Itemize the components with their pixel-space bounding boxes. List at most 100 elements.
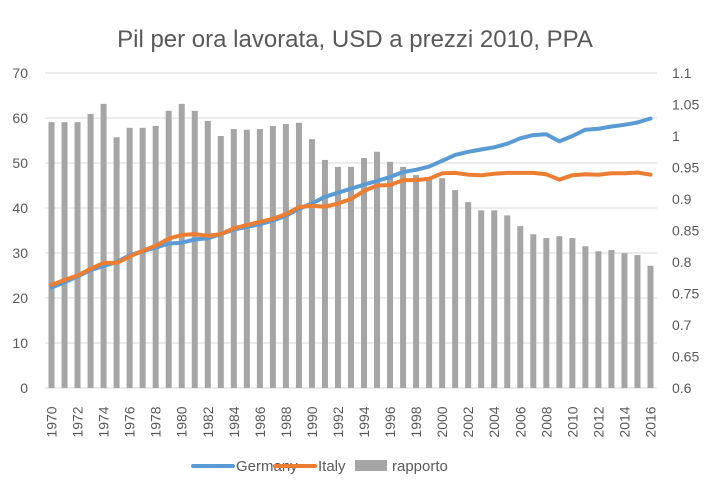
y-axis-right: 0.6 0.65 0.7 0.75 0.8 0.85 0.9 0.95 1 1.05 1.1 [672,65,699,396]
y-tick-label: 40 [12,200,28,216]
x-axis: 1970 1972 1974 1976 1978 1980 1982 1984 1986 1988… [44,406,659,437]
bar-rapporto-2000 [439,178,446,388]
y2-tick-label: 0.6 [672,380,692,396]
x-tick-label: 1992 [330,406,346,437]
x-tick-label: 1972 [70,406,86,437]
bar-rapporto-2002 [465,202,472,388]
bar-rapporto-2015 [634,255,641,388]
bar-rapporto-1984 [230,129,237,388]
bar-rapporto-1977 [139,127,146,388]
y2-tick-label: 0.8 [672,254,692,270]
x-tick-label: 1996 [382,406,398,437]
line-italy [49,170,653,287]
bar-rapporto-2008 [543,238,550,388]
bar-rapporto-2013 [608,250,615,388]
bar-rapporto-2016 [647,265,654,388]
y2-tick-label: 0.75 [672,286,699,302]
x-tick-label: 2000 [434,406,450,437]
x-tick-label: 1982 [200,406,216,437]
bar-rapporto-1991 [321,159,328,388]
y2-tick-label: 1.05 [672,97,699,113]
y-tick-label: 30 [12,245,28,261]
x-tick-label: 2006 [512,406,528,437]
bar-rapporto-1998 [413,175,420,388]
bar-rapporto-2004 [491,210,498,388]
bar-rapporto-1982 [204,120,211,388]
bar-rapporto-1996 [387,161,394,388]
bar-rapporto-1970 [48,122,55,388]
bar-rapporto-1983 [217,136,224,388]
bar-rapporto-2005 [504,215,511,388]
bar-rapporto-1981 [191,110,198,389]
legend: Germany Italy rapporto [191,458,448,475]
bar-rapporto-1986 [256,129,263,388]
y-tick-label: 0 [20,380,28,396]
legend-swatch-rapporto [355,460,387,471]
x-tick-label: 1988 [278,406,294,437]
bar-rapporto-1989 [295,122,302,389]
bar-rapporto-1995 [374,151,381,388]
x-tick-label: 1974 [96,406,112,437]
bar-rapporto-1972 [74,122,81,388]
y-axis-left: 0 10 20 30 40 50 60 70 [12,65,28,396]
y2-tick-label: 0.7 [672,317,692,333]
bar-rapporto-2009 [556,236,563,388]
legend-label-rapporto: rapporto [392,458,448,475]
y2-tick-label: 1 [672,128,680,144]
bar-rapporto-2007 [530,234,537,388]
bar-rapporto-1992 [334,166,341,388]
y2-tick-label: 0.85 [672,223,699,239]
y-tick-label: 60 [12,110,28,126]
bar-rapporto-1990 [308,139,315,388]
y2-tick-label: 0.9 [672,191,692,207]
x-tick-label: 1994 [356,406,372,437]
bar-rapporto-1980 [178,103,185,389]
bar-rapporto-1994 [361,158,368,388]
bar-rapporto-1985 [243,129,250,388]
y-tick-label: 10 [12,335,28,351]
bar-rapporto-1993 [348,166,354,388]
bars-rapporto [48,103,654,389]
bar-rapporto-2006 [517,226,524,388]
lines [49,116,653,290]
bar-rapporto-2010 [569,238,576,388]
y-tick-label: 20 [12,290,28,306]
bar-rapporto-1971 [61,122,68,388]
bar-rapporto-1987 [269,125,276,389]
x-tick-label: 2004 [486,406,502,437]
x-tick-label: 2012 [590,406,606,437]
bar-rapporto-1978 [152,125,159,389]
legend-label-italy: Italy [318,458,346,475]
x-tick-label: 2010 [564,406,580,437]
x-tick-label: 1990 [304,406,320,437]
bar-rapporto-1973 [87,113,94,388]
x-tick-label: 2002 [460,406,476,437]
x-tick-label: 2008 [538,406,554,437]
y2-tick-label: 0.95 [672,160,699,176]
bar-rapporto-2003 [478,210,485,388]
x-tick-label: 1986 [252,406,268,437]
bar-rapporto-1974 [100,103,107,389]
x-tick-label: 1976 [122,406,138,437]
y-tick-label: 50 [12,155,28,171]
x-tick-label: 1984 [226,406,242,437]
bar-rapporto-1997 [400,166,407,388]
bar-rapporto-2012 [595,251,602,388]
x-tick-label: 2016 [642,406,658,437]
y2-tick-label: 0.65 [672,349,699,365]
bar-rapporto-2014 [621,253,628,388]
bar-rapporto-2011 [582,246,589,388]
y-tick-label: 70 [12,65,28,81]
y2-tick-label: 1.1 [672,65,692,81]
chart-title: Pil per ora lavorata, USD a prezzi 2010,… [117,26,593,53]
bar-rapporto-1999 [426,180,433,388]
bar-rapporto-1979 [165,110,172,389]
x-tick-label: 1970 [44,406,60,437]
x-tick-label: 1980 [174,406,190,437]
x-tick-label: 2014 [616,406,632,437]
x-tick-label: 1978 [148,406,164,437]
x-tick-label: 1998 [408,406,424,437]
legend-label-germany: Germany [236,458,298,475]
bar-rapporto-2001 [452,190,459,388]
